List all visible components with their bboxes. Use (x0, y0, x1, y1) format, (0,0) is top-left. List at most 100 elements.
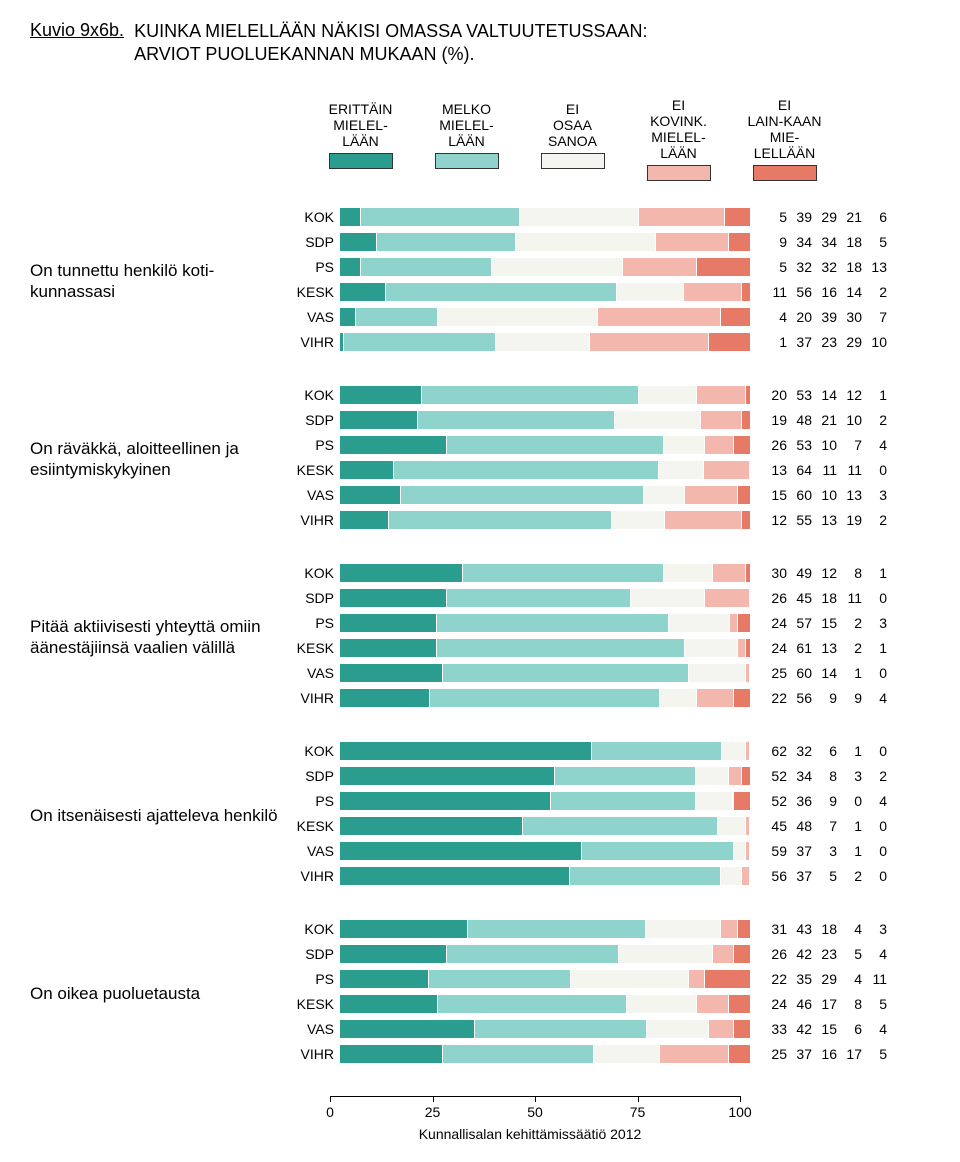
bar-segment (590, 333, 709, 351)
bar-segment (639, 208, 725, 226)
bar-segment (340, 920, 468, 938)
bar-row: KOK53929216 (290, 206, 930, 228)
bar-segment (697, 995, 730, 1013)
party-label: VAS (290, 487, 340, 503)
party-label: VIHR (290, 690, 340, 706)
chart-title: KUINKA MIELELLÄÄN NÄKISI OMASSA VALTUUTE… (134, 20, 647, 67)
legend-item: MELKOMIELEL-LÄÄN (422, 97, 512, 181)
bar-segment (361, 258, 492, 276)
bar-segment (705, 589, 750, 607)
stacked-bar (340, 995, 750, 1013)
bar-segment (340, 767, 555, 785)
bar-segment (729, 995, 750, 1013)
bar-segment (340, 283, 386, 301)
bar-segment (463, 564, 664, 582)
party-label: SDP (290, 590, 340, 606)
bar-segment (697, 689, 734, 707)
stacked-bar (340, 842, 750, 860)
bar-segment (721, 920, 738, 938)
party-label: PS (290, 971, 340, 987)
bar-segment (729, 233, 750, 251)
bar-segment (734, 792, 750, 810)
bar-row: VAS156010133 (290, 484, 930, 506)
bar-row: VIHR125513192 (290, 509, 930, 531)
bar-segment (394, 461, 659, 479)
bar-segment (660, 689, 697, 707)
legend-label: MELKOMIELEL-LÄÄN (422, 97, 512, 149)
bar-segment (696, 792, 732, 810)
axis-tick-label: 25 (425, 1104, 441, 1120)
party-label: VAS (290, 1021, 340, 1037)
axis-tick-label: 0 (326, 1104, 334, 1120)
bar-segment (644, 486, 685, 504)
bar-segment (701, 411, 742, 429)
value-labels: 5937310 (762, 843, 887, 859)
stacked-bar (340, 920, 750, 938)
bar-segment (725, 208, 750, 226)
bar-segment (523, 817, 718, 835)
bar-segment (685, 639, 738, 657)
legend-item: EILAIN-KAANMIE-LELLÄÄN (740, 97, 830, 181)
party-label: KESK (290, 818, 340, 834)
bar-segment (742, 511, 750, 529)
bar-segment (340, 461, 394, 479)
value-labels: 5234832 (762, 768, 887, 784)
bar-row: VIHR137232910 (290, 331, 930, 353)
value-labels: 194821102 (762, 412, 887, 428)
group-label: Pitää aktiivisesti yhteyttä omiin äänest… (30, 616, 290, 659)
bar-segment (721, 867, 742, 885)
bar-row: KESK24461785 (290, 993, 930, 1015)
bar-segment (734, 945, 750, 963)
party-label: SDP (290, 946, 340, 962)
bar-segment (340, 970, 429, 988)
bar-segment (746, 386, 750, 404)
stacked-bar (340, 970, 750, 988)
bar-segment (697, 258, 750, 276)
bar-row: SDP93434185 (290, 231, 930, 253)
stacked-bar (340, 386, 750, 404)
bar-row: VIHR5637520 (290, 865, 930, 887)
bar-segment (729, 1045, 750, 1063)
legend-swatch (435, 153, 499, 169)
value-labels: 125513192 (762, 512, 887, 528)
value-labels: 24611321 (762, 640, 887, 656)
bar-row: VAS25601410 (290, 662, 930, 684)
bar-segment (340, 308, 356, 326)
party-label: KESK (290, 462, 340, 478)
legend-label: ERITTÄINMIELEL-LÄÄN (316, 97, 406, 149)
bar-segment (664, 436, 705, 454)
legend-item: EIOSAASANOA (528, 97, 618, 181)
bar-segment (437, 614, 668, 632)
bar-segment (447, 945, 619, 963)
bar-segment (594, 1045, 660, 1063)
bar-segment (447, 436, 664, 454)
bar-segment (696, 767, 729, 785)
bar-segment (646, 920, 721, 938)
party-label: VIHR (290, 334, 340, 350)
bar-segment (738, 614, 750, 632)
bar-segment (697, 386, 746, 404)
bar-segment (340, 1020, 475, 1038)
bar-segment (389, 511, 612, 529)
bar-segment (516, 233, 655, 251)
bar-segment (705, 436, 734, 454)
legend-swatch (753, 165, 817, 181)
group-label: On tunnettu henkilö koti-kunnassasi (30, 260, 290, 303)
bar-segment (746, 817, 750, 835)
stacked-bar (340, 461, 750, 479)
bar-segment (340, 208, 361, 226)
party-label: PS (290, 615, 340, 631)
bar-segment (631, 589, 705, 607)
bar-segment (746, 639, 750, 657)
axis-tick-label: 100 (728, 1104, 751, 1120)
bar-segment (705, 970, 750, 988)
bar-segment (492, 258, 623, 276)
party-label: KESK (290, 996, 340, 1012)
stacked-bar (340, 411, 750, 429)
stacked-bar (340, 208, 750, 226)
bar-segment (713, 564, 746, 582)
bar-segment (443, 1045, 595, 1063)
bar-segment (639, 386, 696, 404)
party-label: KESK (290, 284, 340, 300)
bar-segment (571, 970, 689, 988)
